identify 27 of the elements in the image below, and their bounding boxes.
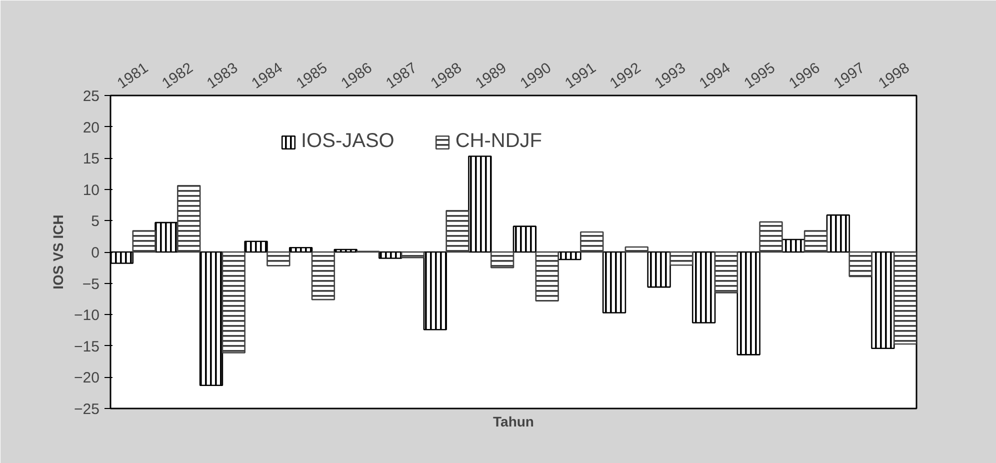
x-tick-label: 1998 (876, 59, 913, 92)
y-tick-label: −25 (74, 401, 100, 418)
x-tick-label: 1990 (517, 59, 554, 92)
x-tick-label: 1982 (159, 59, 196, 92)
x-tick-label: 1983 (204, 59, 241, 92)
y-tick-label: 25 (82, 88, 100, 105)
x-tick-label: 1986 (338, 59, 376, 92)
y-tick-label: −5 (82, 276, 100, 293)
y-tick-label: 5 (91, 213, 100, 230)
x-tick-label: 1996 (786, 59, 824, 92)
x-tick-label: 1992 (606, 59, 644, 92)
x-tick-label: 1989 (472, 59, 510, 92)
y-tick-label: −10 (74, 307, 100, 324)
legend-label: CH-NDJF (455, 130, 542, 153)
y-tick-label: 20 (82, 119, 100, 136)
y-tick-label: 0 (91, 244, 100, 262)
y-tick-label: −15 (74, 338, 100, 356)
y-axis-title: IOS VS ICH (50, 214, 66, 290)
legend-label: IOS-JASO (301, 130, 394, 153)
x-tick-label: 1981 (114, 59, 152, 92)
x-tick-label: 1993 (652, 59, 689, 92)
y-tick-label: −20 (74, 370, 100, 387)
x-tick-label: 1991 (562, 59, 600, 92)
x-tick-label: 1988 (428, 59, 465, 92)
y-tick-label: 15 (82, 150, 100, 168)
x-axis-title: Tahun (493, 414, 534, 430)
y-tick-label: 10 (82, 182, 100, 199)
